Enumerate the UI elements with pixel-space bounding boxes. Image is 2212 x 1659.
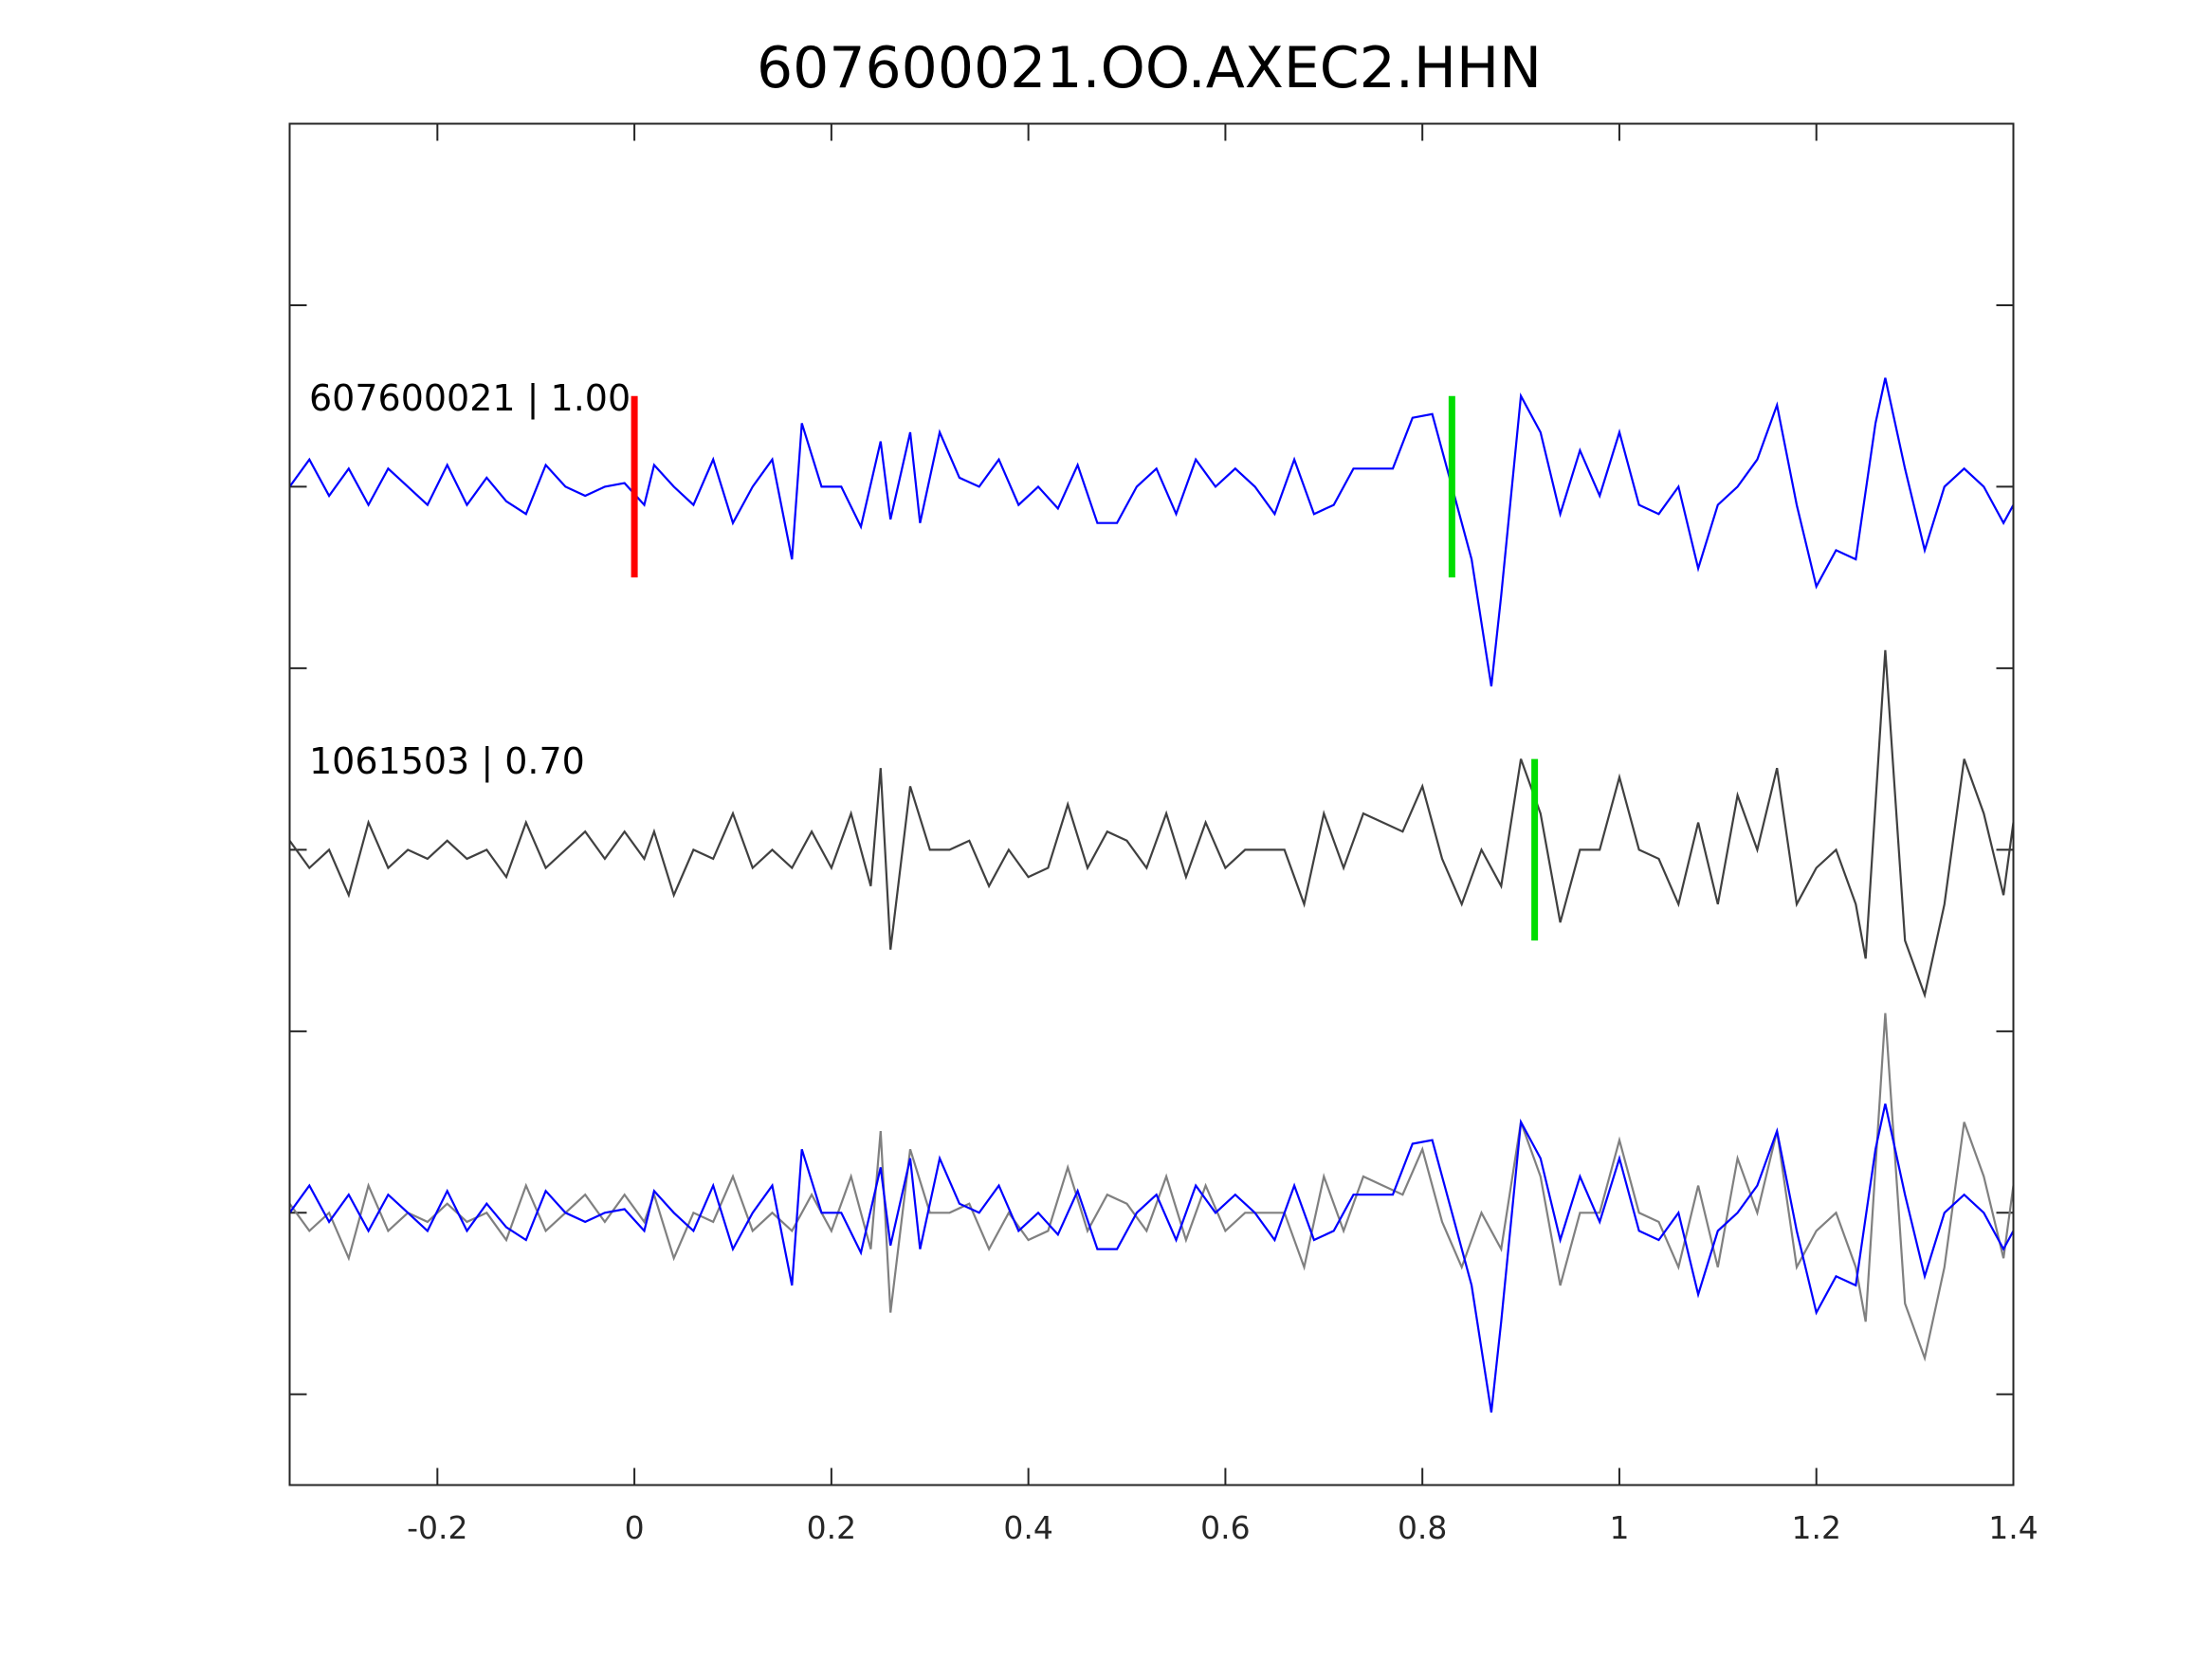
- waveform-overlay-template: [288, 1103, 2015, 1413]
- x-tick-label: 1.2: [1791, 1509, 1840, 1546]
- trace-label-template: 607600021 | 1.00: [309, 377, 631, 420]
- chart-title: 607600021.OO.AXEC2.HHN: [757, 35, 1542, 101]
- x-tick-label: 0: [625, 1509, 645, 1546]
- x-tick-label: 0.4: [1003, 1509, 1052, 1546]
- x-tick-label: 0.2: [807, 1509, 856, 1546]
- waveform-overlay-detection: [288, 1012, 2015, 1362]
- x-tick-label: -0.2: [407, 1509, 467, 1546]
- x-tick-label: 0.8: [1398, 1509, 1447, 1546]
- x-tick-label: 1: [1609, 1509, 1629, 1546]
- waveform-template: [288, 377, 2015, 687]
- x-tick-label: 0.6: [1200, 1509, 1250, 1546]
- trace-label-detection: 1061503 | 0.70: [309, 740, 585, 783]
- x-tick-label: 1.4: [1988, 1509, 2038, 1546]
- axes-box: [288, 122, 2015, 1486]
- waveform-detection: [288, 649, 2015, 999]
